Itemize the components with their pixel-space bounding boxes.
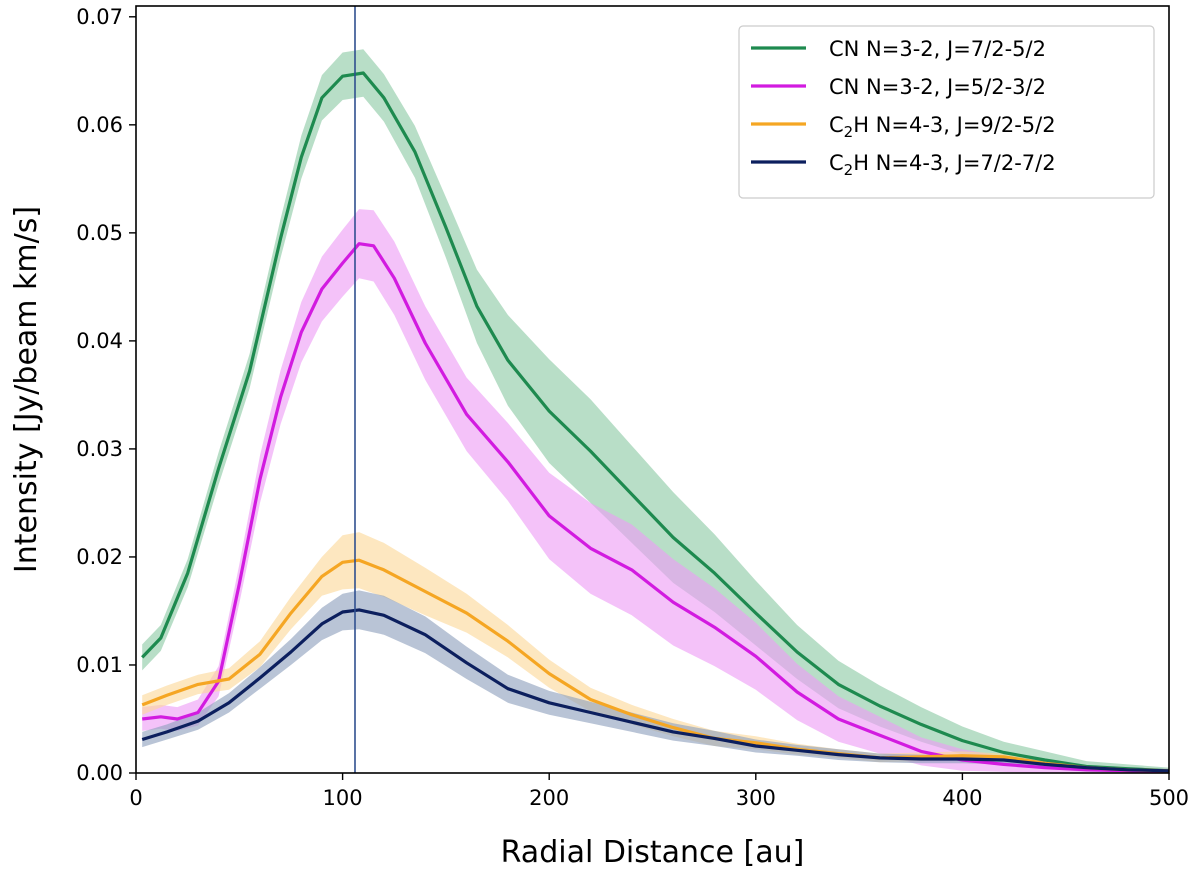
- x-tick-label: 100: [323, 786, 363, 810]
- y-tick-label: 0.05: [76, 221, 123, 245]
- y-tick-label: 0.07: [76, 5, 123, 29]
- series-line-3: [141, 558, 1169, 773]
- x-tick-label: 0: [129, 786, 142, 810]
- y-tick-label: 0.00: [76, 761, 123, 785]
- y-tick-label: 0.06: [76, 113, 123, 137]
- legend-label-2: CN N=3-2, J=5/2-3/2: [829, 75, 1046, 99]
- legend-label-3: C2H N=4-3, J=9/2-5/2: [829, 113, 1056, 141]
- x-tick-label: 500: [1149, 786, 1189, 810]
- y-axis-label: Intensity [Jy/beam km/s]: [9, 206, 44, 573]
- x-axis-label: Radial Distance [au]: [501, 835, 805, 870]
- x-axis-ticks: 0 100 200 300 400 500: [129, 773, 1189, 810]
- y-axis-ticks: 0.00 0.01 0.02 0.03 0.04 0.05 0.06 0.07: [76, 5, 136, 785]
- x-tick-label: 200: [529, 786, 569, 810]
- series-line-4: [141, 608, 1169, 773]
- error-bands: [142, 49, 1169, 773]
- x-tick-label: 400: [942, 786, 982, 810]
- y-tick-label: 0.03: [76, 437, 123, 461]
- y-tick-label: 0.02: [76, 545, 123, 569]
- series-lines: [141, 71, 1169, 773]
- x-tick-label: 300: [736, 786, 776, 810]
- y-tick-label: 0.01: [76, 653, 123, 677]
- series-line-1: [141, 71, 1169, 773]
- y-tick-label: 0.04: [76, 329, 123, 353]
- error-band-series-4: [142, 590, 1169, 773]
- legend-box: [738, 25, 1155, 199]
- plot-frame: [135, 5, 1170, 774]
- error-band-series-3: [142, 532, 1169, 773]
- legend-label-1: CN N=3-2, J=7/2-5/2: [829, 37, 1046, 61]
- legend: CN N=3-2, J=7/2-5/2 CN N=3-2, J=5/2-3/2 C2…: [738, 25, 1155, 199]
- legend-label-4: C2H N=4-3, J=7/2-7/2: [829, 151, 1056, 179]
